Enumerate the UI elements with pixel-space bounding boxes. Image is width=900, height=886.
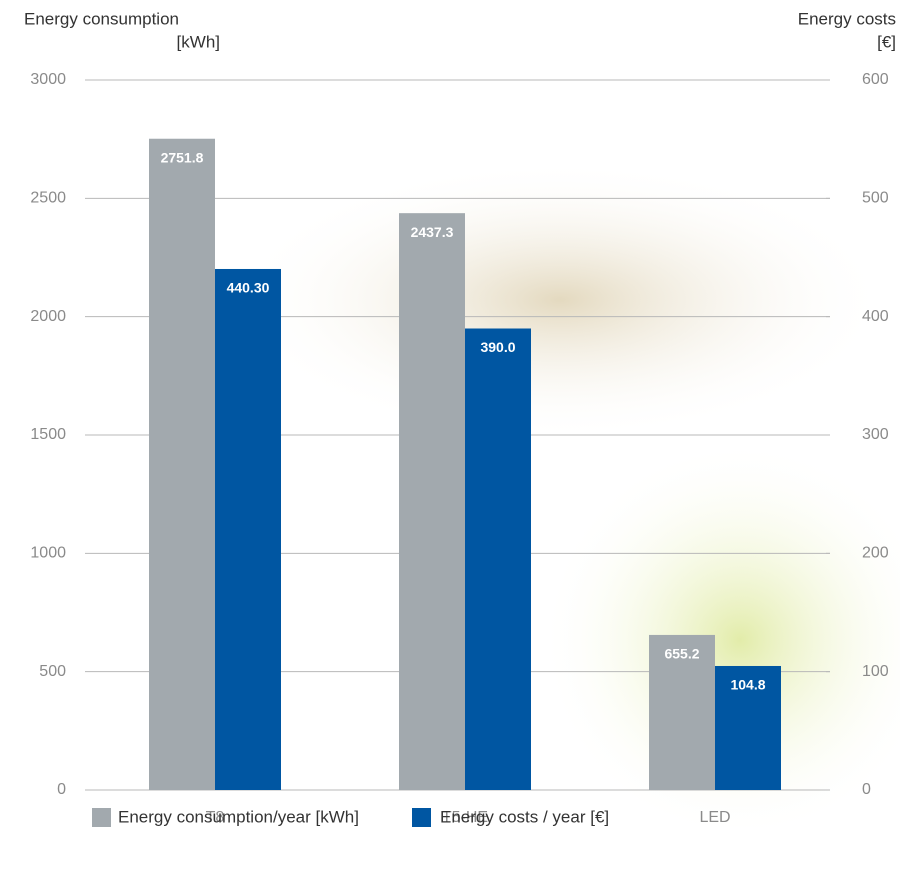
background-photo [230,160,890,440]
legend-label: Energy costs / year [€] [440,807,609,826]
y2-tick-label: 400 [862,308,889,325]
y-tick-label: 1000 [30,545,66,562]
y-tick-label: 1500 [30,426,66,443]
y2-tick-label: 200 [862,545,889,562]
y2-axis-title: [€] [877,32,896,51]
x-tick-label: LED [699,809,730,826]
bar [465,328,531,790]
y-tick-label: 3000 [30,71,66,88]
y-tick-label: 500 [39,663,66,680]
y2-tick-label: 0 [862,781,871,798]
value-label: 440.30 [227,280,270,296]
value-label: 104.8 [730,677,765,693]
y2-tick-label: 300 [862,426,889,443]
legend-swatch [92,808,111,827]
y-axis-title: Energy consumption [24,9,179,28]
bar [715,665,781,790]
y2-tick-label: 100 [862,663,889,680]
value-label: 2751.8 [161,149,204,165]
y2-axis-title: Energy costs [798,9,896,28]
x-tick-label: T5-HE [442,809,488,826]
bar [215,268,281,790]
legend-label: Energy consumption/year [kWh] [118,807,359,826]
x-tick-label: T8 [206,809,225,826]
bar [399,213,465,790]
y2-tick-label: 600 [862,71,889,88]
bar [149,138,215,790]
y-tick-label: 2000 [30,308,66,325]
background-glow [540,440,900,840]
y-tick-label: 0 [57,781,66,798]
y-axis-title: [kWh] [177,32,220,51]
y2-tick-label: 500 [862,190,889,207]
value-label: 390.0 [480,339,515,355]
value-label: 2437.3 [411,224,454,240]
value-label: 655.2 [664,646,699,662]
bar [649,634,715,790]
y-tick-label: 2500 [30,190,66,207]
legend-swatch [412,808,431,827]
